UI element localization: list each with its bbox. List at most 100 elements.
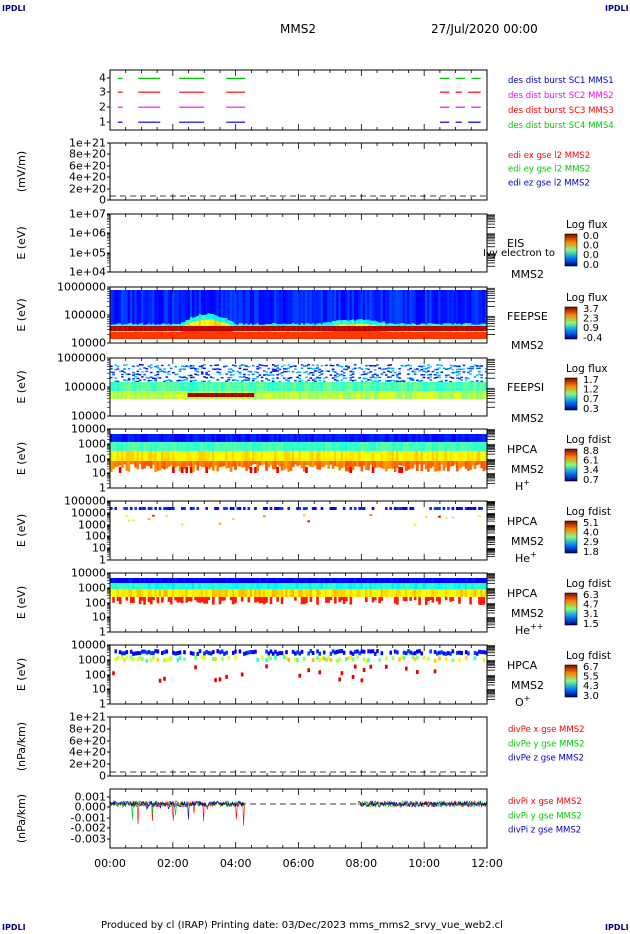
spectrogram-cell <box>442 442 446 451</box>
spectrogram-cell <box>125 391 129 399</box>
y-tick-label: 3 <box>99 86 106 99</box>
spectrogram-cell <box>169 507 173 510</box>
spectrogram-cell <box>189 326 193 331</box>
spectrogram-cell <box>125 290 129 325</box>
spectrogram-cell <box>240 672 244 677</box>
spectrogram-cell <box>158 326 162 331</box>
spectrogram-cell <box>391 461 395 469</box>
spectrogram-cell <box>460 451 464 461</box>
spectrogram-cell <box>333 321 337 326</box>
spectrogram-cell <box>420 379 424 382</box>
spectrogram-cell <box>223 329 226 339</box>
spectrogram-cell <box>132 583 135 589</box>
spectrogram-cell <box>449 323 452 327</box>
spectrogram-cell <box>127 451 131 461</box>
spectrogram-cell <box>336 451 339 461</box>
spectrogram-cell <box>376 583 379 589</box>
spectrogram-cell <box>422 374 426 376</box>
spectrogram-cell <box>227 393 231 397</box>
spectrogram-cell <box>138 323 142 328</box>
spectrogram-cell <box>269 597 273 605</box>
spectrogram-cell <box>129 442 133 451</box>
spectrogram-cell <box>189 364 193 367</box>
spectrogram-cell <box>435 442 439 451</box>
spectrogram-cell <box>209 442 213 451</box>
y-tick-label: 10000 <box>71 410 106 423</box>
spectrogram-cell <box>458 368 461 370</box>
spectrogram-cell <box>194 461 197 465</box>
spectrogram-cell <box>449 380 452 383</box>
spectrogram-cell <box>396 589 399 597</box>
spectrogram-cell <box>147 589 151 597</box>
spectrogram-cell <box>240 578 244 583</box>
spectrogram-cell <box>480 374 483 376</box>
spectrogram-cell <box>376 326 379 331</box>
spectrogram-cell <box>305 597 308 604</box>
spectrogram-cell <box>384 451 388 461</box>
spectrogram-cell <box>110 367 113 370</box>
spectrogram-cell <box>200 290 204 316</box>
instrument-label: EIS <box>507 237 524 250</box>
spectrogram-cell <box>172 451 175 461</box>
spectrogram-cell <box>267 367 271 370</box>
spectrogram-cell <box>300 442 304 451</box>
spectrogram-cell <box>402 442 406 451</box>
spectrogram-cell <box>427 370 430 372</box>
spectrogram-cell <box>331 382 335 392</box>
spectrogram-cell <box>464 461 468 469</box>
spectrogram-cell <box>358 326 361 331</box>
spectrogram-cell <box>314 377 317 380</box>
spectrogram-cell <box>156 367 160 369</box>
spectrogram-cell <box>238 461 242 467</box>
spectrogram-cell <box>455 507 459 510</box>
spectrogram-cell <box>256 434 259 442</box>
spectrogram-cell <box>163 507 166 510</box>
spectrogram-cell <box>269 374 273 376</box>
spectrogram-cell <box>263 507 266 510</box>
spectrogram-cell <box>240 323 244 327</box>
spectrogram-cell <box>172 578 175 583</box>
spectrogram-cell <box>402 451 406 461</box>
spectrogram-cell <box>200 393 204 397</box>
spectrogram-cell <box>274 391 277 399</box>
spectrogram-cell <box>194 434 197 442</box>
spectrogram-cell <box>183 382 186 392</box>
spectrogram-cell <box>438 376 441 379</box>
spectrogram-cell <box>387 331 390 339</box>
spectrogram-cell <box>320 290 324 325</box>
spectrogram-cell <box>418 365 421 368</box>
spectrogram-cell <box>347 434 350 442</box>
spectrogram-cell <box>353 367 357 370</box>
spectrogram-cell <box>249 290 253 324</box>
spectrogram-cell <box>227 461 231 468</box>
spectrogram-cell <box>307 379 310 381</box>
spectrogram-cell <box>360 589 364 597</box>
spectrogram-cell <box>158 578 162 583</box>
spectrogram-cell <box>134 324 138 328</box>
colorbar-title: Log flux <box>566 292 608 304</box>
spectrogram-cell <box>294 379 297 382</box>
spectrogram-cell <box>458 290 461 324</box>
spectrogram-cell <box>282 323 286 327</box>
spectrogram-cell <box>265 657 268 662</box>
divpi-series-y <box>109 800 245 820</box>
spectrogram-cell <box>327 461 330 469</box>
spectrogram-cell <box>251 583 255 589</box>
spectrogram-cell <box>238 393 242 397</box>
spectrogram-cell <box>285 391 288 399</box>
spectrogram-cell <box>469 451 472 461</box>
spectrogram-cell <box>325 461 328 465</box>
y-tick-label: 10000 <box>71 567 106 580</box>
spectrogram-cell <box>393 371 397 374</box>
spectrogram-cell <box>223 583 226 589</box>
spectrogram-cell <box>180 523 184 526</box>
spectrogram-cell <box>442 290 446 324</box>
spectrogram-cell <box>365 451 368 461</box>
spectrogram-cell <box>158 434 162 442</box>
spectrogram-cell <box>212 657 215 662</box>
spectrogram-cell <box>276 442 279 451</box>
spectrogram-cell <box>278 451 282 461</box>
spectrogram-cell <box>114 364 118 366</box>
spectrogram-cell <box>265 377 268 380</box>
spectrogram-cell <box>438 382 441 392</box>
